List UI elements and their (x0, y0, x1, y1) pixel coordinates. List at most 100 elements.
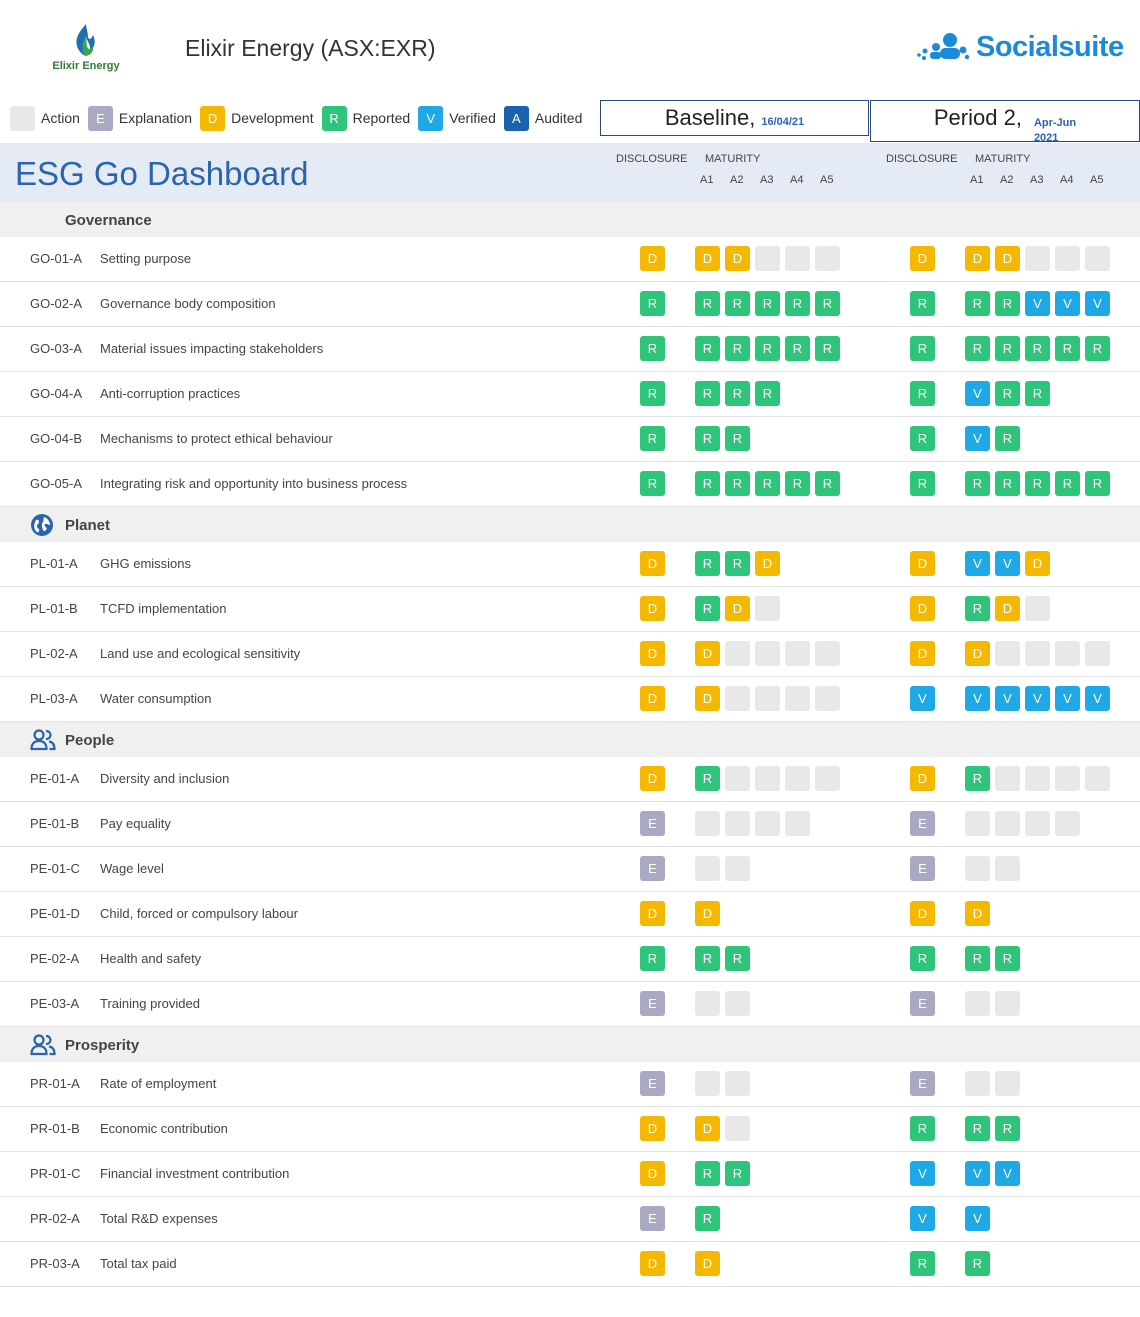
metric-code: PL-03-A (30, 691, 78, 706)
baseline-maturity-a1-badge (695, 1071, 720, 1096)
table-row[interactable]: PL-03-A Water consumption D D V V V V V V (0, 677, 1140, 722)
baseline-maturity-a3-badge (755, 811, 780, 836)
metric-code: PL-01-B (30, 601, 78, 616)
period2-maturity-a1-badge: V (965, 1206, 990, 1231)
baseline-disclosure-badge: E (640, 991, 665, 1016)
period2-range: Apr-Jun (1033, 117, 1077, 129)
table-row[interactable]: GO-04-A Anti-corruption practices R R R R R V R R (0, 372, 1140, 417)
legend-item-verified: V Verified (418, 105, 496, 131)
period2-maturity-a4-badge: V (1055, 686, 1080, 711)
baseline-maturity-a3-badge: R (755, 471, 780, 496)
baseline-maturity-a2-badge (725, 686, 750, 711)
baseline-maturity-a1-badge: D (695, 641, 720, 666)
period2-level-a4: A4 (1060, 174, 1074, 186)
table-row[interactable]: GO-04-B Mechanisms to protect ethical beh… (0, 417, 1140, 462)
baseline-disclosure-badge: R (640, 336, 665, 361)
table-row[interactable]: PE-03-A Training provided E E (0, 982, 1140, 1027)
baseline-level-a1: A1 (700, 174, 714, 186)
baseline-maturity-a1-badge (695, 991, 720, 1016)
period2-maturity-a1-badge (965, 991, 990, 1016)
period2-disclosure-badge: D (910, 551, 935, 576)
period2-maturity-a1-badge: R (965, 291, 990, 316)
baseline-maturity-a5-badge (815, 686, 840, 711)
dashboard-header: ESG Go Dashboard DISCLOSURE MATURITY A1 … (0, 143, 1140, 202)
period2-maturity-a2-badge: D (995, 596, 1020, 621)
metric-label: Land use and ecological sensitivity (100, 646, 301, 661)
top-bar: Elixir Energy Elixir Energy (ASX:EXR) So… (0, 0, 1140, 100)
baseline-maturity-a4-badge (785, 641, 810, 666)
period2-maturity-a1-badge: R (965, 596, 990, 621)
baseline-maturity-a1-badge: R (695, 381, 720, 406)
baseline-maturity-a1-badge (695, 856, 720, 881)
period2-maturity-a5-badge (1085, 641, 1110, 666)
period2-maturity-a4-badge (1055, 641, 1080, 666)
period2-level-a3: A3 (1030, 174, 1044, 186)
baseline-disclosure-badge: D (640, 1251, 665, 1276)
period2-disclosure-badge: R (910, 291, 935, 316)
table-row[interactable]: PL-01-B TCFD implementation D R D D R D (0, 587, 1140, 632)
baseline-level-a4: A4 (790, 174, 804, 186)
section-header-people: People (0, 722, 1140, 757)
baseline-maturity-a2-badge: R (725, 336, 750, 361)
baseline-maturity-a3-badge (755, 246, 780, 271)
table-row[interactable]: PR-01-A Rate of employment E E (0, 1062, 1140, 1107)
table-row[interactable]: PL-02-A Land use and ecological sensitivi… (0, 632, 1140, 677)
period2-maturity-a2-badge: R (995, 1116, 1020, 1141)
period2-maturity-a1-badge: D (965, 246, 990, 271)
table-row[interactable]: PE-01-B Pay equality E E (0, 802, 1140, 847)
period2-maturity-a2-badge: R (995, 336, 1020, 361)
table-row[interactable]: GO-01-A Setting purpose D D D D D D (0, 237, 1140, 282)
people-icon (30, 728, 56, 752)
period2-maturity-a2-badge: V (995, 686, 1020, 711)
table-row[interactable]: PE-01-D Child, forced or compulsory labou… (0, 892, 1140, 937)
period2-maturity-a2-badge (995, 811, 1020, 836)
table-row[interactable]: PE-01-A Diversity and inclusion D R D R (0, 757, 1140, 802)
legend-item-development: D Development (200, 105, 314, 131)
period2-maturity-a1-badge (965, 811, 990, 836)
metric-code: GO-04-A (30, 386, 83, 401)
period2-maturity-a3-badge (1025, 811, 1050, 836)
period2-maturity-a1-badge: V (965, 686, 990, 711)
metric-code: GO-03-A (30, 341, 83, 356)
table-row[interactable]: PR-01-C Financial investment contribution… (0, 1152, 1140, 1197)
baseline-maturity-a1-badge: R (695, 946, 720, 971)
period2-maturity-header: MATURITY (975, 153, 1031, 165)
section-header-prosperity: Prosperity (0, 1027, 1140, 1062)
table-row[interactable]: PE-01-C Wage level E E (0, 847, 1140, 892)
baseline-maturity-a1-badge: R (695, 1206, 720, 1231)
metric-code: PE-01-C (30, 861, 80, 876)
period2-maturity-a2-badge: V (995, 1161, 1020, 1186)
table-row[interactable]: GO-03-A Material issues impacting stakeho… (0, 327, 1140, 372)
period2-maturity-a1-badge (965, 1071, 990, 1096)
period2-maturity-a4-badge: R (1055, 336, 1080, 361)
period2-disclosure-badge: D (910, 246, 935, 271)
table-row[interactable]: PR-03-A Total tax paid D D R R (0, 1242, 1140, 1287)
table-row[interactable]: PL-01-A GHG emissions D R R D D V V D (0, 542, 1140, 587)
section-title: Planet (65, 517, 111, 534)
period2-disclosure-badge: D (910, 766, 935, 791)
baseline-maturity-a1-badge: D (695, 1251, 720, 1276)
baseline-maturity-a3-badge (755, 766, 780, 791)
period2-maturity-a2-badge: R (995, 381, 1020, 406)
metric-label: Economic contribution (100, 1121, 228, 1136)
baseline-maturity-a3-badge (755, 641, 780, 666)
baseline-disclosure-badge: E (640, 856, 665, 881)
metric-code: PR-02-A (30, 1211, 80, 1226)
table-row[interactable]: PR-02-A Total R&D expenses E R V V (0, 1197, 1140, 1242)
baseline-maturity-a1-badge (695, 811, 720, 836)
table-row[interactable]: PE-02-A Health and safety R R R R R R (0, 937, 1140, 982)
table-row[interactable]: GO-05-A Integrating risk and opportunity … (0, 462, 1140, 507)
baseline-maturity-a2-badge: D (725, 596, 750, 621)
metric-label: Diversity and inclusion (100, 771, 230, 786)
period2-maturity-a2-badge: R (995, 426, 1020, 451)
period2-maturity-a1-badge: V (965, 381, 990, 406)
table-row[interactable]: GO-02-A Governance body composition R R R R R R… (0, 282, 1140, 327)
baseline-maturity-a5-badge (815, 766, 840, 791)
baseline-maturity-a3-badge: R (755, 381, 780, 406)
baseline-disclosure-badge: R (640, 291, 665, 316)
legend-label: Development (231, 110, 314, 126)
baseline-maturity-a1-badge: R (695, 471, 720, 496)
period2-maturity-a2-badge: R (995, 946, 1020, 971)
table-row[interactable]: PR-01-B Economic contribution D D R R R (0, 1107, 1140, 1152)
baseline-disclosure-badge: D (640, 641, 665, 666)
